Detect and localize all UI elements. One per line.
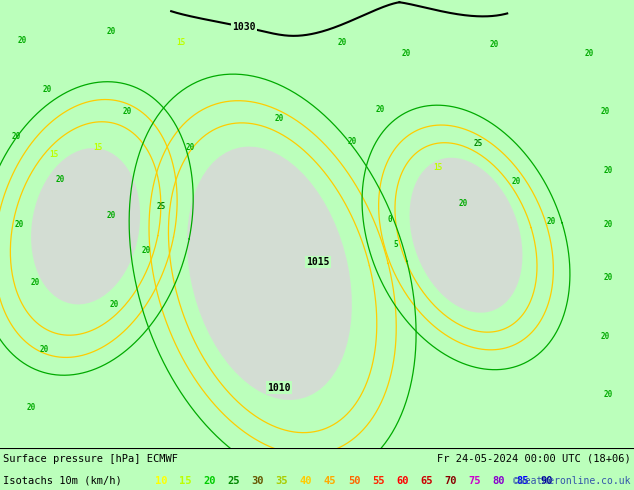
Text: 65: 65 bbox=[420, 476, 433, 486]
Text: 15: 15 bbox=[433, 164, 442, 172]
Text: Isotachs 10m (km/h): Isotachs 10m (km/h) bbox=[3, 476, 122, 486]
Text: ©weatheronline.co.uk: ©weatheronline.co.uk bbox=[514, 476, 631, 486]
Text: 20: 20 bbox=[604, 273, 613, 282]
Ellipse shape bbox=[410, 158, 522, 313]
Text: 50: 50 bbox=[348, 476, 361, 486]
Text: 20: 20 bbox=[376, 105, 385, 114]
Text: 30: 30 bbox=[252, 476, 264, 486]
Text: 20: 20 bbox=[43, 85, 52, 94]
Text: 15: 15 bbox=[49, 150, 58, 159]
Text: 20: 20 bbox=[338, 38, 347, 47]
Text: 20: 20 bbox=[347, 137, 356, 146]
Text: 20: 20 bbox=[604, 390, 613, 399]
Text: 70: 70 bbox=[444, 476, 457, 486]
Text: 20: 20 bbox=[512, 177, 521, 186]
Text: 15: 15 bbox=[94, 144, 103, 152]
Text: 20: 20 bbox=[604, 220, 613, 228]
Text: 20: 20 bbox=[458, 199, 467, 208]
Text: 20: 20 bbox=[15, 220, 23, 228]
Text: 80: 80 bbox=[493, 476, 505, 486]
Ellipse shape bbox=[187, 147, 352, 400]
Text: Surface pressure [hPa] ECMWF: Surface pressure [hPa] ECMWF bbox=[3, 454, 178, 464]
Text: 60: 60 bbox=[396, 476, 409, 486]
Text: 35: 35 bbox=[276, 476, 288, 486]
Text: 40: 40 bbox=[300, 476, 313, 486]
Text: 10: 10 bbox=[155, 476, 168, 486]
Text: 0: 0 bbox=[387, 215, 392, 224]
Text: 25: 25 bbox=[157, 201, 166, 211]
Text: 20: 20 bbox=[547, 217, 556, 226]
Text: 20: 20 bbox=[141, 246, 150, 255]
Text: 20: 20 bbox=[604, 166, 613, 175]
Text: 20: 20 bbox=[585, 49, 594, 58]
Text: 75: 75 bbox=[469, 476, 481, 486]
Text: 1010: 1010 bbox=[267, 383, 291, 392]
Text: 20: 20 bbox=[401, 49, 410, 58]
Text: 20: 20 bbox=[275, 114, 283, 123]
Text: 20: 20 bbox=[56, 175, 65, 184]
Text: 20: 20 bbox=[186, 144, 195, 152]
Text: 20: 20 bbox=[40, 345, 49, 354]
Text: 1030: 1030 bbox=[232, 22, 256, 32]
Text: 5: 5 bbox=[394, 240, 399, 248]
Text: 20: 20 bbox=[18, 36, 27, 45]
Text: 20: 20 bbox=[122, 107, 131, 117]
Text: 85: 85 bbox=[517, 476, 529, 486]
Text: 20: 20 bbox=[27, 403, 36, 412]
Text: 1015: 1015 bbox=[306, 257, 330, 267]
Text: 20: 20 bbox=[107, 27, 115, 36]
Text: 20: 20 bbox=[11, 132, 20, 141]
Text: 55: 55 bbox=[372, 476, 385, 486]
Text: 20: 20 bbox=[204, 476, 216, 486]
Text: 20: 20 bbox=[601, 332, 610, 341]
Text: 20: 20 bbox=[107, 211, 115, 220]
Text: 45: 45 bbox=[324, 476, 337, 486]
Text: 20: 20 bbox=[490, 40, 499, 49]
Text: 25: 25 bbox=[474, 139, 483, 148]
Text: Fr 24-05-2024 00:00 UTC (18+06): Fr 24-05-2024 00:00 UTC (18+06) bbox=[437, 454, 631, 464]
Text: 20: 20 bbox=[601, 107, 610, 117]
Text: 20: 20 bbox=[110, 300, 119, 309]
Text: 20: 20 bbox=[30, 278, 39, 287]
Ellipse shape bbox=[31, 148, 140, 304]
Text: 15: 15 bbox=[179, 476, 192, 486]
Text: 90: 90 bbox=[541, 476, 553, 486]
Text: 15: 15 bbox=[176, 38, 185, 47]
Text: 25: 25 bbox=[228, 476, 240, 486]
